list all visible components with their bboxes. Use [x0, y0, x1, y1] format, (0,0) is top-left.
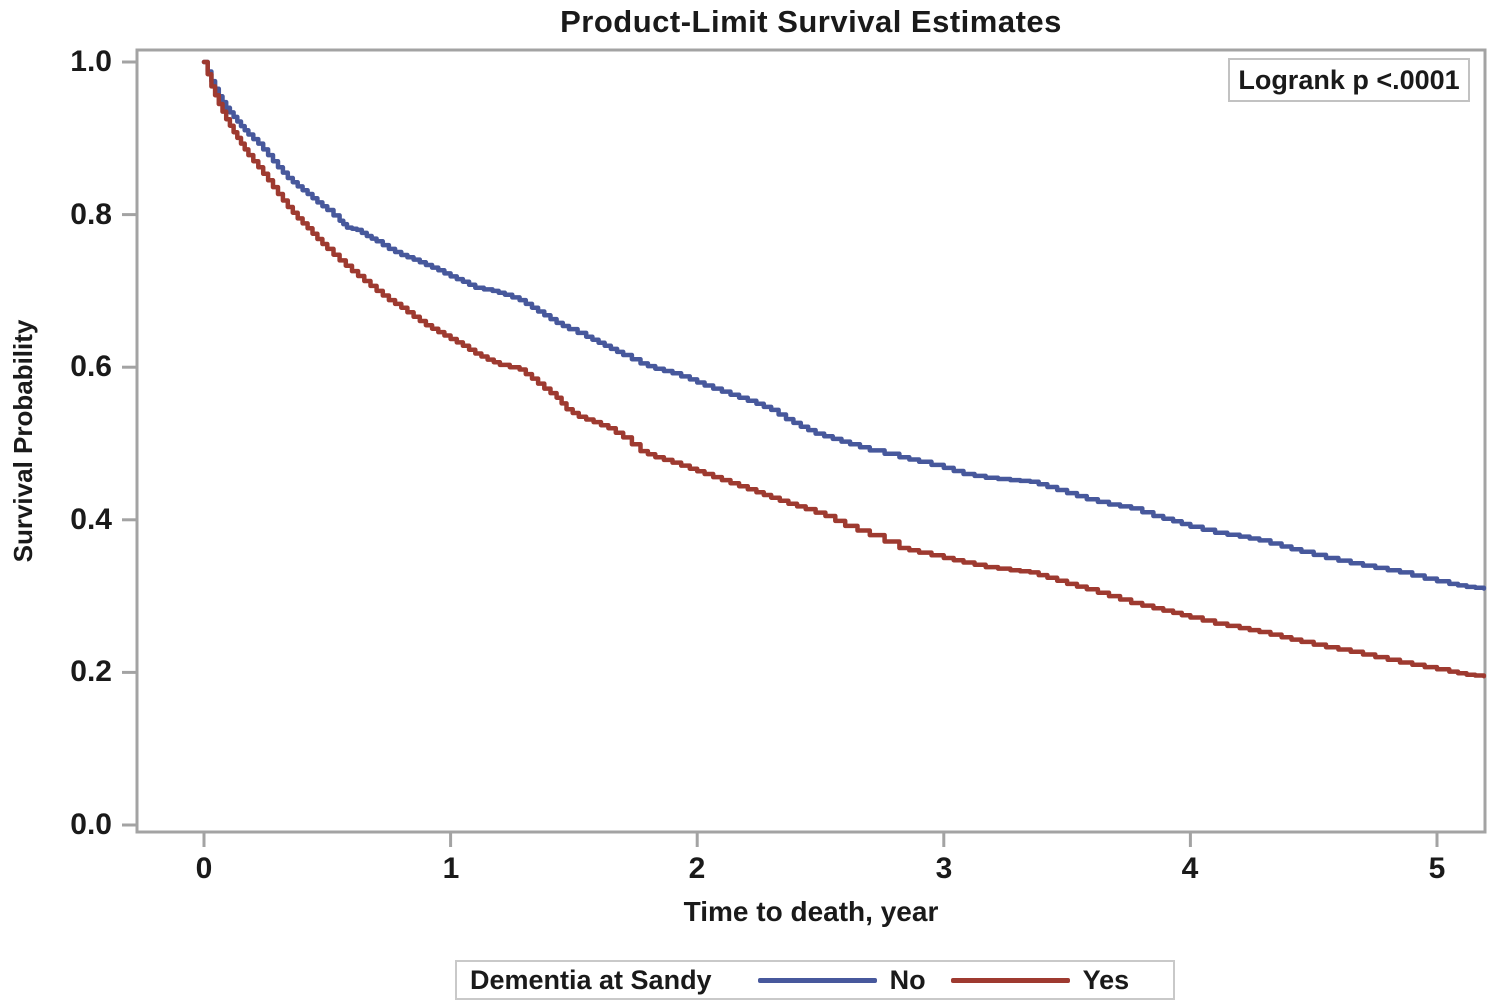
xtick-label-0: 0 [195, 852, 213, 885]
legend-line-yes-swatch [950, 977, 1070, 983]
axis-tick-marks [122, 60, 1439, 847]
y-axis-title: Survival Probability [8, 319, 38, 563]
ytick-label-0.6: 0.6 [70, 350, 112, 383]
legend-entry-yes: Yes [1082, 964, 1130, 995]
ytick-label-1.0: 1.0 [70, 45, 112, 78]
legend-line-no-swatch [757, 977, 877, 983]
ytick-label-0.4: 0.4 [70, 503, 112, 536]
xtick-label-5: 5 [1428, 852, 1446, 885]
ytick-label-0.2: 0.2 [70, 655, 112, 688]
chart-title: Product-Limit Survival Estimates [560, 4, 1062, 39]
xtick-label-1: 1 [442, 852, 460, 885]
plot-frame [135, 48, 1487, 834]
xtick-label-4: 4 [1181, 852, 1199, 885]
logrank-annotation-box: Logrank p <.0001 [1228, 58, 1470, 102]
ytick-label-0.8: 0.8 [70, 198, 112, 231]
legend-entry-no: No [889, 964, 926, 995]
survival-curve-yes [201, 59, 1487, 679]
xtick-label-3: 3 [935, 852, 953, 885]
logrank-annotation-text: Logrank p <.0001 [1238, 65, 1460, 95]
xtick-label-2: 2 [688, 852, 706, 885]
legend: Dementia at Sandy No Yes [455, 960, 1175, 1000]
ytick-label-0.0: 0.0 [70, 808, 112, 841]
survival-curve-no [201, 59, 1487, 591]
legend-title: Dementia at Sandy [470, 964, 712, 995]
x-axis-title: Time to death, year [683, 896, 939, 927]
